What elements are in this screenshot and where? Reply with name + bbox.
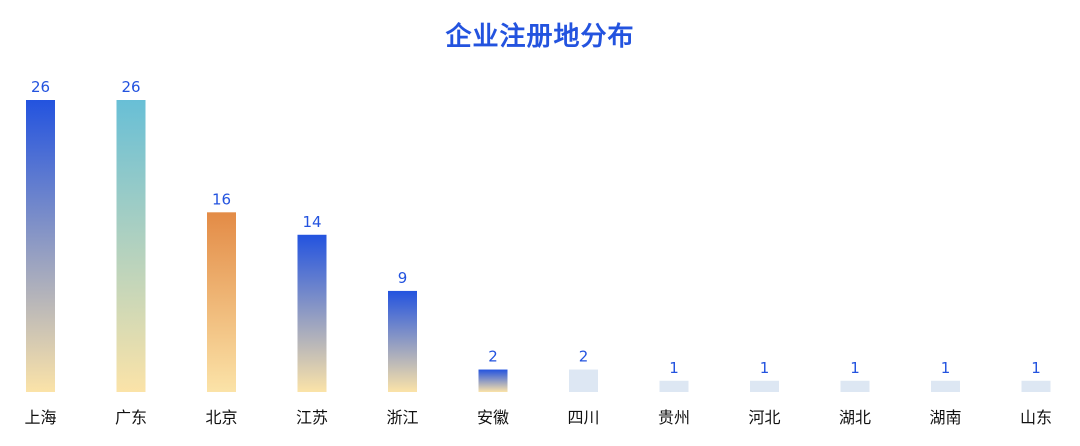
category-label-2: 广东 <box>115 408 147 427</box>
bar-3[interactable] <box>207 212 236 392</box>
value-label-1: 26 <box>31 78 50 96</box>
category-label-5: 浙江 <box>386 408 418 427</box>
bar-1[interactable] <box>26 100 55 392</box>
category-label-11: 湖南 <box>929 408 961 427</box>
value-label-5: 9 <box>398 269 408 287</box>
category-labels-layer: 上海 广东 北京 江苏 浙江 安徽 四川 贵州 河北 湖北 湖南 山东 <box>24 408 1052 427</box>
value-label-12: 1 <box>1031 359 1041 377</box>
category-label-8: 贵州 <box>658 408 690 427</box>
bar-12[interactable] <box>1021 380 1051 392</box>
category-label-9: 河北 <box>748 408 780 427</box>
category-label-7: 四川 <box>567 408 599 427</box>
bars-layer <box>26 100 1051 392</box>
value-label-7: 2 <box>579 348 589 366</box>
category-label-3: 北京 <box>205 408 237 427</box>
category-label-4: 江苏 <box>296 408 328 427</box>
category-label-10: 湖北 <box>839 408 871 427</box>
value-label-4: 14 <box>302 213 321 231</box>
bar-9[interactable] <box>750 380 779 392</box>
bar-7[interactable] <box>569 369 598 392</box>
bar-4[interactable] <box>297 234 327 392</box>
category-label-12: 山东 <box>1020 408 1052 427</box>
chart-title: 企业注册地分布 <box>445 22 635 52</box>
value-label-3: 16 <box>212 190 231 208</box>
value-label-6: 2 <box>488 348 498 366</box>
value-label-10: 1 <box>850 359 860 377</box>
value-label-9: 1 <box>760 359 770 377</box>
bar-5[interactable] <box>388 290 417 392</box>
bar-10[interactable] <box>840 380 870 392</box>
category-label-1: 上海 <box>24 408 56 427</box>
bar-2[interactable] <box>116 100 146 392</box>
value-label-8: 1 <box>669 359 679 377</box>
bar-8[interactable] <box>659 380 689 392</box>
value-label-2: 26 <box>121 78 140 96</box>
value-label-11: 1 <box>941 359 951 377</box>
value-labels-layer: 26 26 16 14 9 2 2 1 1 1 1 1 <box>31 78 1041 377</box>
bar-6[interactable] <box>478 369 508 392</box>
category-label-6: 安徽 <box>477 408 509 427</box>
bar-11[interactable] <box>931 380 960 392</box>
